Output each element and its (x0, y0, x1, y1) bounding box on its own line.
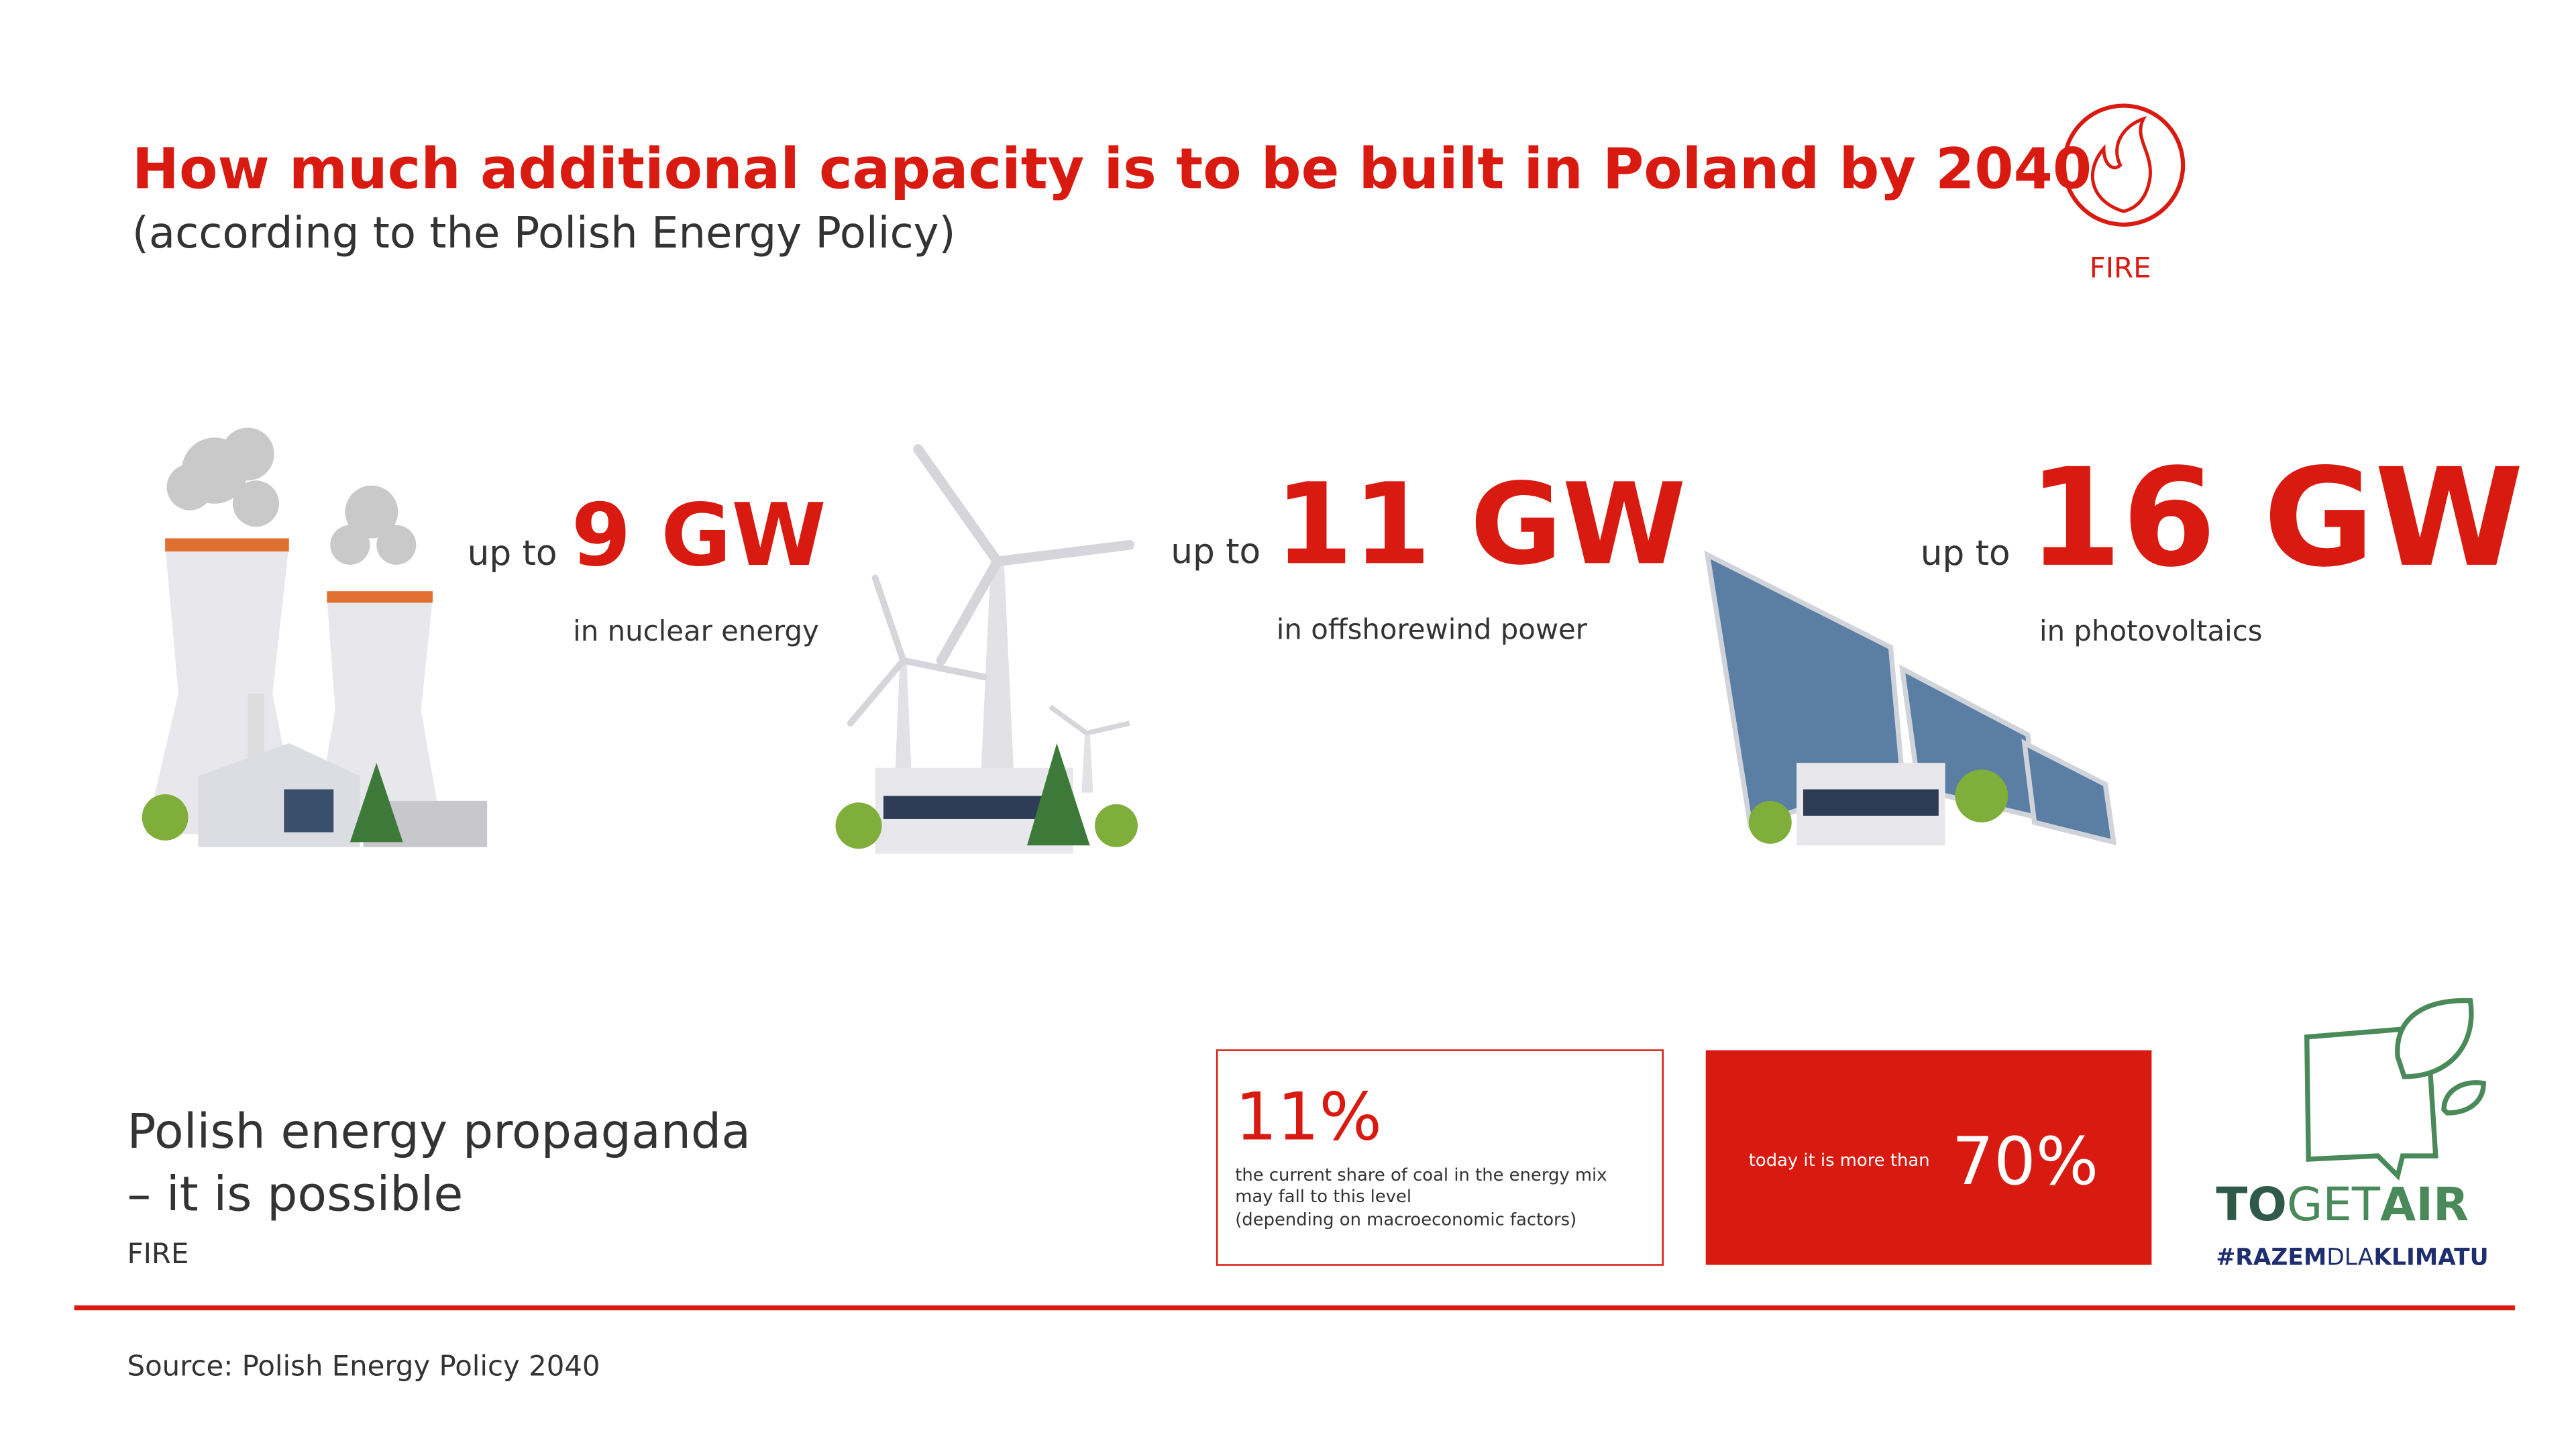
source: Source: Polish Energy Policy 2040 (127, 1349, 600, 1382)
footer-line: Polish energy propaganda (127, 1104, 751, 1159)
logo-icon (2304, 998, 2486, 1181)
capacity-value: 9 GW (572, 486, 826, 586)
capacity-value: 11 GW (1275, 460, 1686, 590)
box-text: today it is more than (1749, 1150, 1930, 1171)
capacity-value: 16 GW (2028, 439, 2524, 597)
logo-part: GET (2287, 1178, 2381, 1232)
subtitle: (according to the Polish Energy Policy) (132, 209, 956, 258)
box-line: (depending on macroeconomic factors) (1235, 1210, 1576, 1230)
hashtag-part: #RAZEM (2216, 1244, 2326, 1271)
box-line: the current share of coal in the energy … (1235, 1165, 1607, 1185)
title: How much additional capacity is to be bu… (132, 136, 2092, 202)
logo-hashtag: #RAZEMDLAKLIMATU (2216, 1244, 2488, 1271)
logo-part: AIR (2380, 1178, 2469, 1232)
prefix: up to (1171, 531, 1260, 572)
outline-box (1216, 1049, 1664, 1266)
prefix: up to (468, 533, 557, 574)
box-line: may fall to this level (1235, 1187, 1411, 1207)
footer-line: – it is possible (127, 1166, 464, 1222)
box-value: 70% (1952, 1124, 2099, 1200)
logo-text: TOGETAIR (2216, 1178, 2469, 1232)
badge: FIRE (2090, 252, 2151, 284)
box-value: 11% (1235, 1079, 1382, 1155)
wind-illustration (835, 444, 1138, 854)
description: in offshorewind power (1277, 613, 1588, 646)
pv-illustration (1704, 550, 2117, 846)
fire-icon (2061, 103, 2186, 227)
description: in photovoltaics (2039, 614, 2262, 647)
description: in nuclear energy (573, 614, 819, 647)
hashtag-part: KLIMATU (2373, 1244, 2488, 1271)
logo-part: TO (2216, 1178, 2287, 1232)
hashtag-part: DLA (2326, 1244, 2374, 1271)
prefix: up to (1921, 533, 2010, 574)
footer-author: FIRE (127, 1237, 189, 1270)
nuclear-illustration (142, 427, 488, 847)
filled-box (1705, 1050, 2152, 1265)
